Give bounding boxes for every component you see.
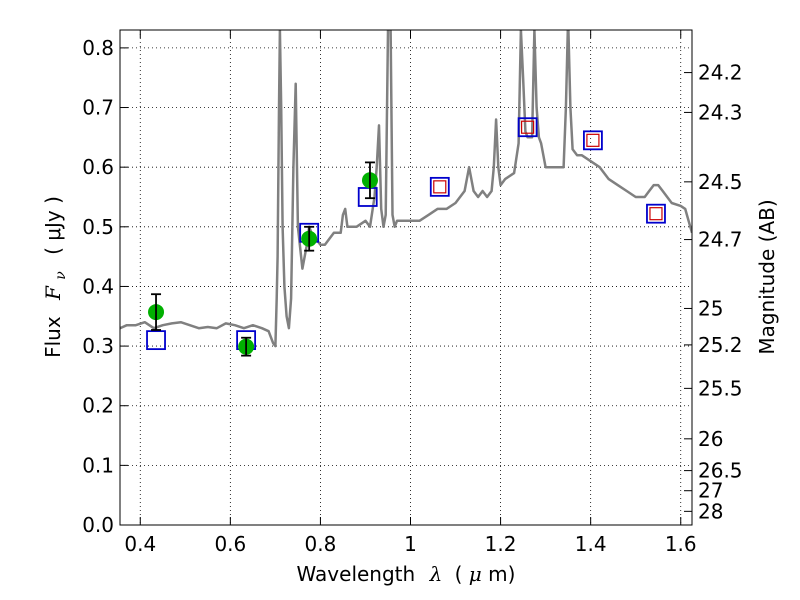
x-tick-label: 1 xyxy=(404,532,417,556)
x-tick-label: 0.4 xyxy=(124,532,156,556)
x-tick-label: 0.6 xyxy=(214,532,246,556)
y2-tick-label: 25.2 xyxy=(698,333,743,357)
x-tick-label: 1.2 xyxy=(485,532,517,556)
x-axis-label: Wavelength λ ( μ m) xyxy=(297,562,516,586)
x-tick-label: 0.8 xyxy=(305,532,337,556)
y-axis-label-subscript: ν xyxy=(53,271,69,280)
y2-tick-label: 25 xyxy=(698,296,723,320)
y-tick-label: 0.1 xyxy=(82,453,114,477)
y2-tick-label: 25.5 xyxy=(698,376,743,400)
y-tick-label: 0.0 xyxy=(82,513,114,537)
y2-tick-label: 27 xyxy=(698,479,723,503)
y2-tick-label: 28 xyxy=(698,499,723,523)
photometry-points xyxy=(148,161,378,357)
y2-axis-label: Magnitude (AB) xyxy=(755,199,779,354)
model-square-outer xyxy=(429,176,450,197)
y2-tick-label: 26.5 xyxy=(698,459,743,483)
model-square-outer xyxy=(517,117,538,138)
y2-tick-label: 24.2 xyxy=(698,61,743,85)
spectrum-series xyxy=(120,30,692,348)
model-squares xyxy=(146,117,666,351)
x-axis-label-unit-open: ( xyxy=(455,562,463,586)
y2-tick-label: 26 xyxy=(698,427,723,451)
y-tick-label: 0.2 xyxy=(82,394,114,418)
model-square-outer xyxy=(646,203,666,224)
x-tick-label: 1.4 xyxy=(575,532,607,556)
y-tick-label: 0.3 xyxy=(82,334,114,358)
y-tick-label: 0.8 xyxy=(82,36,114,60)
model-square-inner xyxy=(521,120,535,134)
y-axis-label-symbol: F xyxy=(41,285,65,301)
model-square-inner xyxy=(433,180,447,194)
x-axis-label-unit-mu: μ xyxy=(469,562,482,586)
y2-tick-label: 24.3 xyxy=(698,100,743,124)
plot-frame xyxy=(119,29,693,526)
y-axis-label-unit: ( μJy ) xyxy=(41,196,65,255)
model-square-blue xyxy=(146,330,166,351)
grid xyxy=(120,30,692,526)
y2-tick-label: 24.5 xyxy=(698,170,743,194)
y-tick-label: 0.4 xyxy=(82,274,114,298)
model-square-inner xyxy=(649,207,663,221)
y-tick-label: 0.7 xyxy=(82,96,114,120)
x-axis-label-symbol: λ xyxy=(429,562,443,586)
y-axis-label-prefix: Flux xyxy=(41,316,65,358)
spectrum-line xyxy=(120,30,692,348)
axis-ticks: 0.4 0.6 0.8 1 1.2 1.4 1.6 0.0 0.1 0.2 0.3 0.4 0.5 0.6… xyxy=(82,30,743,556)
model-square-outer xyxy=(583,130,603,151)
y-axis-label: Flux F ν ( μJy ) xyxy=(41,196,70,358)
x-axis-label-unit-rest: m) xyxy=(488,562,515,586)
x-tick-label: 1.6 xyxy=(665,532,697,556)
model-square-blue xyxy=(357,187,378,207)
model-square-inner xyxy=(586,133,600,147)
y2-tick-label: 24.7 xyxy=(698,228,743,252)
x-axis-label-prefix: Wavelength xyxy=(297,562,416,586)
y-tick-label: 0.6 xyxy=(82,155,114,179)
y-tick-label: 0.5 xyxy=(82,215,114,239)
